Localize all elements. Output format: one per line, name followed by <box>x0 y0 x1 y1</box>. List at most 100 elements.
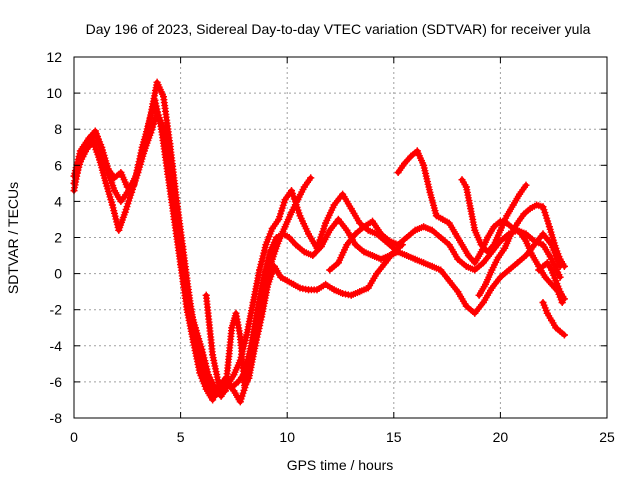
data-point <box>275 237 283 245</box>
data-point <box>548 255 556 263</box>
data-point <box>411 226 419 234</box>
axis-ticks <box>73 56 608 419</box>
data-point <box>172 212 180 220</box>
data-point <box>296 212 304 220</box>
data-point <box>420 223 428 231</box>
data-point <box>522 181 530 189</box>
data-point <box>198 345 206 353</box>
data-point <box>356 219 364 227</box>
x-tick-label: 15 <box>386 429 402 445</box>
data-point <box>351 241 359 249</box>
y-tick-label: 2 <box>54 230 62 246</box>
data-point <box>283 277 291 285</box>
data-point <box>96 156 104 164</box>
data-point <box>475 291 483 299</box>
chart-title: Day 196 of 2023, Sidereal Day-to-day VTE… <box>86 21 591 37</box>
data-point <box>531 237 538 245</box>
data-point <box>428 226 436 234</box>
y-tick-label: 6 <box>54 157 62 173</box>
data-point <box>556 288 564 296</box>
data-point <box>343 226 351 234</box>
data-point <box>558 299 566 306</box>
data-point <box>117 197 125 205</box>
data-point <box>300 183 308 191</box>
data-point <box>539 262 547 270</box>
data-point <box>552 244 560 252</box>
data-point <box>545 223 553 231</box>
data-point <box>185 302 193 310</box>
data-point <box>356 288 364 296</box>
data-point <box>407 152 415 160</box>
data-point <box>533 201 541 209</box>
y-tick-label: -8 <box>50 410 63 426</box>
x-tick-label: 20 <box>493 429 509 445</box>
data-point <box>281 223 289 231</box>
data-point <box>215 382 223 389</box>
y-tick-label: 0 <box>54 266 62 282</box>
x-tick-labels: 0 5 10 15 20 25 <box>70 429 615 445</box>
data-point <box>288 187 295 195</box>
data-point <box>394 169 402 176</box>
data-point <box>539 230 547 238</box>
data-point <box>339 190 347 198</box>
data-point <box>522 252 530 259</box>
data-point <box>102 179 110 187</box>
data-point <box>330 201 338 209</box>
data-point <box>462 183 470 191</box>
data-point <box>505 266 513 274</box>
data-point <box>490 241 498 249</box>
data-point <box>202 291 210 299</box>
series-track-4 <box>202 241 406 395</box>
y-tick-label: -2 <box>50 302 63 318</box>
data-point <box>386 237 393 245</box>
data-point <box>209 351 217 359</box>
data-point <box>121 208 129 216</box>
data-point <box>522 237 530 245</box>
data-point <box>548 280 556 288</box>
data-point <box>111 174 118 182</box>
y-tick-label: -6 <box>50 374 63 390</box>
data-point <box>541 273 549 281</box>
data-point <box>292 241 300 249</box>
x-axis-title: GPS time / hours <box>287 457 394 473</box>
data-point <box>445 219 453 227</box>
data-point <box>313 286 321 294</box>
data-point <box>128 188 136 196</box>
data-point <box>245 374 253 382</box>
data-point <box>507 230 515 238</box>
data-point <box>296 284 304 292</box>
data-point <box>394 241 402 249</box>
data-point <box>426 188 434 196</box>
data-point <box>560 262 568 270</box>
data-point <box>149 100 157 108</box>
data-point <box>543 259 551 267</box>
data-point <box>234 378 242 386</box>
data-point <box>488 266 496 274</box>
data-point <box>264 280 272 288</box>
data-point <box>334 215 342 223</box>
data-point <box>290 280 298 288</box>
data-point <box>390 248 398 256</box>
series-track-9 <box>535 259 568 303</box>
data-point <box>334 259 342 267</box>
data-point <box>347 205 355 213</box>
data-point <box>528 252 536 259</box>
data-point <box>268 225 276 232</box>
data-point <box>153 78 161 86</box>
data-point <box>413 147 421 155</box>
data-point <box>111 187 118 195</box>
data-point <box>83 145 91 153</box>
data-point <box>516 228 524 236</box>
data-point <box>552 324 560 332</box>
data-point <box>373 270 381 278</box>
data-point <box>117 169 125 176</box>
data-point <box>560 331 568 339</box>
data-point <box>343 241 351 249</box>
data-point <box>556 273 564 281</box>
data-point <box>98 143 106 151</box>
series-track-7 <box>458 176 530 256</box>
data-point <box>179 255 187 263</box>
data-point <box>501 244 509 252</box>
data-point <box>471 226 479 234</box>
data-point <box>307 174 315 182</box>
